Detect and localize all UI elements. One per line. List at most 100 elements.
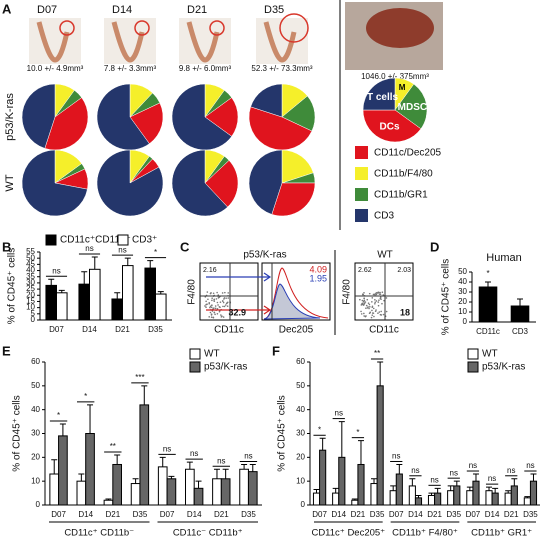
- pie-slice: [171, 149, 228, 217]
- flow-dot: [213, 311, 216, 314]
- bar: [357, 463, 365, 506]
- error-bar: [415, 494, 422, 498]
- slice-label: T cells: [367, 92, 399, 103]
- flow-dot: [375, 300, 378, 302]
- y-tick-label: 0: [36, 500, 41, 509]
- y-tick-label: 40: [26, 266, 35, 275]
- bar: [239, 468, 249, 506]
- flow-dot: [227, 292, 230, 294]
- y-tick-label: 30: [458, 287, 467, 296]
- bar: [78, 283, 91, 321]
- arrow: [206, 305, 272, 315]
- annotation: ns: [507, 466, 515, 475]
- bar: [491, 492, 499, 506]
- flow-dot: [223, 298, 225, 300]
- annotation: **: [374, 349, 380, 358]
- legend-swatch: [467, 361, 479, 373]
- annotation: ns: [430, 475, 438, 484]
- error-bar: [472, 473, 479, 482]
- flow-dot: [375, 293, 378, 296]
- y-tick-label: 30: [31, 429, 40, 438]
- flow-dot: [381, 302, 383, 305]
- slice-label: M: [399, 83, 406, 92]
- flow-dot: [216, 291, 218, 294]
- pie-slice: [96, 83, 150, 151]
- legend-swatch: [117, 234, 129, 246]
- flow-dot: [207, 298, 209, 301]
- annotation: ns: [118, 245, 126, 254]
- x-tick-label: D35: [523, 510, 538, 519]
- error-bar: [91, 256, 98, 270]
- gate-value: 2.62: [358, 267, 372, 274]
- bar: [45, 284, 57, 321]
- y-tick-label: 40: [31, 405, 40, 414]
- x-tick-label: D21: [504, 510, 519, 519]
- x-tick-label: D21: [115, 325, 130, 334]
- y-tick-label: 20: [31, 452, 40, 461]
- flow-dot: [375, 309, 377, 311]
- y-tick-label: 35: [26, 272, 35, 281]
- error-bar: [168, 475, 175, 479]
- flow-dot: [377, 304, 380, 307]
- y-tick-label: 50: [458, 267, 467, 276]
- annotation: *: [84, 392, 87, 401]
- legend-label: CD3⁺: [132, 235, 157, 246]
- error-bar: [105, 498, 112, 501]
- bar: [130, 483, 141, 506]
- y-axis-label: % of CD45⁺ cells: [277, 395, 288, 471]
- gate-value: 32.9: [228, 307, 246, 317]
- flow-dot: [221, 300, 224, 302]
- x-tick-label: D21: [105, 510, 120, 519]
- flow-dot: [374, 293, 376, 296]
- bar: [453, 485, 461, 506]
- flow-dot: [374, 298, 376, 301]
- column-label: D35: [264, 4, 284, 16]
- column-label: D21: [187, 4, 207, 16]
- flow-dot: [210, 292, 212, 294]
- bar: [58, 435, 68, 506]
- x-tick-label: D14: [78, 510, 93, 519]
- error-bar: [87, 404, 94, 434]
- y-tick-label: 50: [296, 381, 305, 390]
- gate-value: 18: [400, 307, 410, 317]
- flow-dot: [368, 307, 370, 310]
- bar: [89, 268, 101, 321]
- pie-slice: [204, 97, 239, 137]
- flow-dot: [208, 316, 211, 318]
- bar: [414, 497, 423, 506]
- x-tick-label: D21: [351, 510, 366, 519]
- bar: [319, 449, 327, 506]
- legend-label: p53/K-ras: [204, 362, 247, 373]
- tumor-circle: [209, 20, 225, 36]
- flow-dot: [371, 312, 374, 314]
- flow-y-label: F4/80: [342, 279, 353, 305]
- annotation: *: [486, 269, 489, 278]
- flow-dot: [216, 301, 219, 304]
- flow-dot: [368, 292, 371, 295]
- row-label: p53/K-ras: [4, 93, 16, 141]
- bar: [312, 492, 321, 506]
- legend-label: WT: [204, 349, 220, 360]
- histogram-value: 4.09: [309, 264, 327, 274]
- flow-dot: [212, 292, 215, 295]
- flow-dot: [366, 307, 369, 309]
- error-bar: [447, 485, 454, 491]
- flow-dot: [380, 314, 383, 316]
- bar: [434, 492, 442, 506]
- flow-dot: [385, 310, 388, 313]
- flow-dot: [210, 306, 213, 309]
- legend-swatch: [355, 146, 368, 159]
- flow-dot: [208, 302, 211, 305]
- error-bar: [114, 454, 121, 465]
- flow-dot: [222, 316, 225, 318]
- flow-dot: [205, 306, 207, 309]
- bar: [103, 499, 114, 506]
- error-bar: [241, 463, 248, 470]
- bar: [111, 298, 124, 321]
- bar: [504, 492, 512, 506]
- annotation: ns: [526, 461, 534, 470]
- legend-label: CD11b/GR1: [374, 190, 428, 201]
- photo-tissue: [36, 21, 70, 63]
- tumor-circle: [134, 20, 150, 36]
- flow-title: p53/K-ras: [243, 250, 286, 261]
